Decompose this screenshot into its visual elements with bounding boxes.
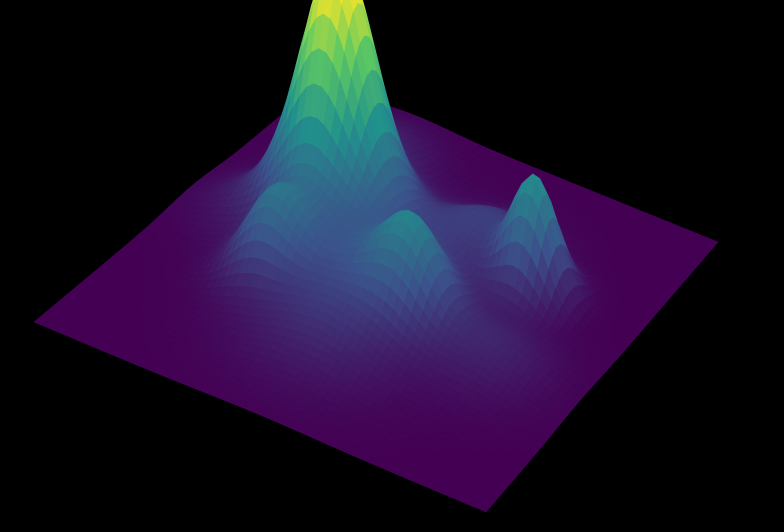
surface-cells xyxy=(33,0,719,513)
surface-cell xyxy=(478,503,491,513)
